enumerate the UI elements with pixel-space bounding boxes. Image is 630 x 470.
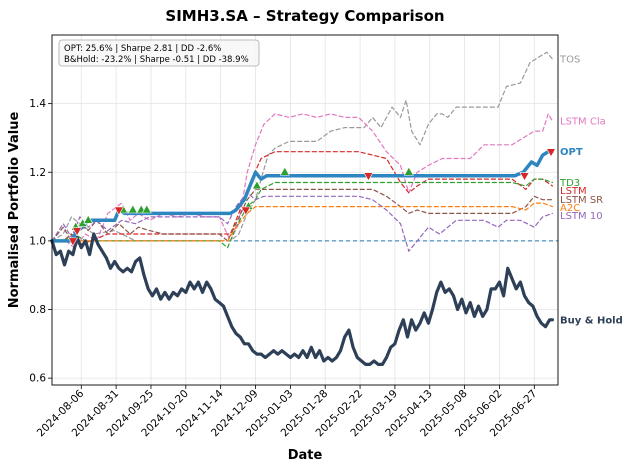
series-lines xyxy=(50,51,558,366)
y-tick-label: 1.0 xyxy=(29,235,46,247)
series-line-lstm-10 xyxy=(51,192,553,252)
y-axis-label: Normalised Portfolio Value xyxy=(7,112,22,309)
series-end-label-lstm-10: LSTM 10 xyxy=(560,211,603,222)
series-end-label-buy-and-hold: Buy & Hold xyxy=(560,315,623,326)
buy-marker xyxy=(83,214,94,224)
sell-marker xyxy=(72,227,83,237)
buy-marker xyxy=(141,204,152,214)
series-line-lstm-sr xyxy=(51,188,553,242)
y-tick-label: 1.4 xyxy=(29,98,46,110)
series-line-lstm-cla xyxy=(51,113,553,249)
stats-box-background xyxy=(58,39,260,67)
sell-marker xyxy=(113,206,124,216)
sell-marker xyxy=(519,172,530,182)
plot-frame xyxy=(51,34,559,386)
sell-marker xyxy=(240,206,251,216)
series-end-label-lstm-cla: LSTM Cla xyxy=(560,116,606,127)
y-tick-label: 1.2 xyxy=(29,167,46,179)
stats-box: OPT: 25.6% | Sharpe 2.81 | DD -2.6% B&Ho… xyxy=(58,39,260,67)
y-axis-ticks: 0.6 0.8 1.0 1.2 1.4 xyxy=(29,98,52,385)
sell-marker xyxy=(67,237,78,247)
y-tick-label: 0.8 xyxy=(29,304,46,316)
x-axis-label: Date xyxy=(288,448,323,463)
series-end-label-tos: TOS xyxy=(559,55,580,66)
sell-marker xyxy=(363,172,374,182)
series-end-label-lstm-sr: LSTM SR xyxy=(560,195,603,206)
series-end-label-a2c: A2C xyxy=(560,203,580,214)
buy-marker xyxy=(251,180,262,190)
chart-title: SIMH3.SA – Strategy Comparison xyxy=(165,7,444,25)
stats-line-opt: OPT: 25.6% | Sharpe 2.81 | DD -2.6% xyxy=(64,44,221,54)
series-end-label-lstm: LSTM xyxy=(560,186,587,197)
buy-marker xyxy=(403,166,414,176)
stats-line-buy-hold: B&Hold: -23.2% | Sharpe -0.51 | DD -38.9… xyxy=(64,55,249,65)
series-line-buy-and-hold xyxy=(50,232,554,366)
buy-marker xyxy=(127,204,138,214)
x-axis-ticks: 2024-08-062024-08-312024-09-252024-10-20… xyxy=(35,385,539,439)
series-end-label-td3: TD3 xyxy=(559,178,580,189)
series-line-a2c xyxy=(51,202,553,242)
grid xyxy=(52,35,558,385)
trade-markers xyxy=(67,148,557,247)
buy-marker xyxy=(279,166,290,176)
series-end-label-opt: OPT xyxy=(560,147,583,158)
series-line-opt xyxy=(50,149,555,243)
y-tick-label: 0.6 xyxy=(29,373,46,385)
sell-marker xyxy=(546,148,557,158)
